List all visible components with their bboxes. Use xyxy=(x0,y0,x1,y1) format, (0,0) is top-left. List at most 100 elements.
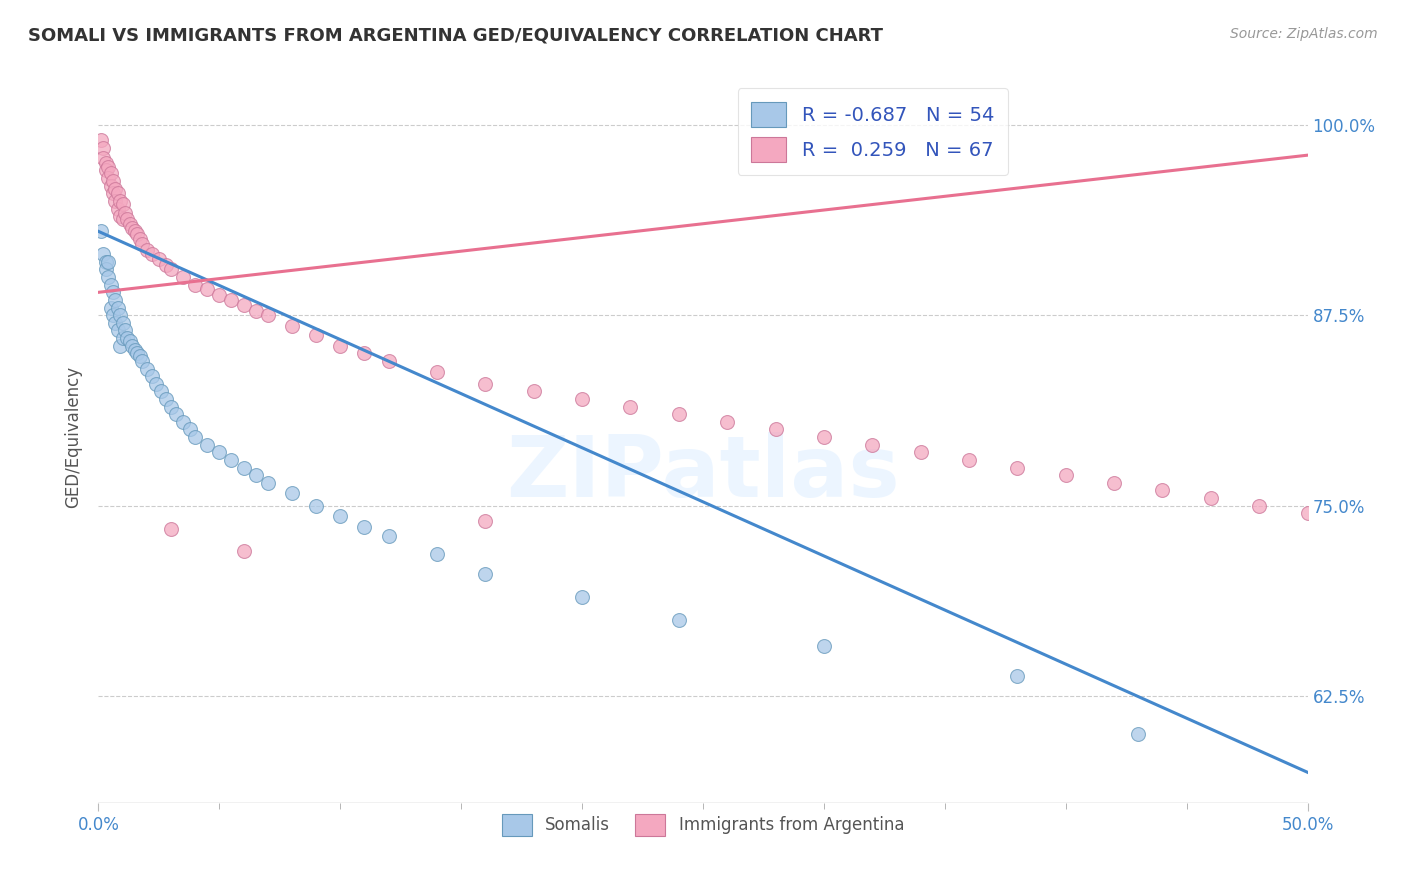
Point xyxy=(305,328,328,343)
Point xyxy=(160,400,183,414)
Point xyxy=(135,361,157,376)
Point xyxy=(141,369,163,384)
Point xyxy=(141,247,163,261)
Point xyxy=(104,293,127,307)
Point xyxy=(131,236,153,251)
Point xyxy=(256,308,278,322)
Point xyxy=(100,301,122,315)
Point xyxy=(221,293,243,307)
Y-axis label: GED/Equivalency: GED/Equivalency xyxy=(65,366,83,508)
Point xyxy=(97,255,120,269)
Point xyxy=(1054,468,1077,483)
Point xyxy=(1152,483,1174,498)
Point xyxy=(97,171,120,186)
Point xyxy=(1199,491,1222,505)
Point xyxy=(101,285,124,300)
Point xyxy=(160,262,183,277)
Point xyxy=(127,346,149,360)
Point xyxy=(90,224,112,238)
Point xyxy=(1249,499,1271,513)
Point xyxy=(94,255,117,269)
Point xyxy=(377,354,399,368)
Point xyxy=(148,252,170,266)
Point xyxy=(184,430,207,444)
Point xyxy=(108,194,131,208)
Point xyxy=(571,392,593,406)
Point xyxy=(94,155,117,169)
Point xyxy=(107,301,129,315)
Point xyxy=(668,407,690,421)
Point xyxy=(91,140,114,154)
Point xyxy=(571,590,593,604)
Point xyxy=(107,202,129,216)
Point xyxy=(195,282,218,296)
Point xyxy=(172,270,194,285)
Point xyxy=(108,338,131,352)
Point xyxy=(117,331,139,345)
Point xyxy=(426,365,449,379)
Point xyxy=(111,316,134,330)
Point xyxy=(245,303,267,318)
Point xyxy=(160,522,183,536)
Point xyxy=(1128,727,1150,741)
Point xyxy=(108,308,131,322)
Point xyxy=(716,415,738,429)
Point xyxy=(118,217,141,231)
Point xyxy=(1102,475,1125,490)
Point xyxy=(813,639,835,653)
Legend: Somalis, Immigrants from Argentina: Somalis, Immigrants from Argentina xyxy=(492,805,914,846)
Point xyxy=(426,548,449,562)
Point xyxy=(100,178,122,193)
Point xyxy=(91,151,114,165)
Point xyxy=(208,445,231,459)
Point xyxy=(97,270,120,285)
Point xyxy=(329,338,352,352)
Point xyxy=(1007,460,1029,475)
Point xyxy=(172,415,194,429)
Point xyxy=(860,438,883,452)
Point xyxy=(114,323,136,337)
Point xyxy=(281,318,304,333)
Point xyxy=(104,182,127,196)
Point xyxy=(111,331,134,345)
Point xyxy=(118,334,141,348)
Point xyxy=(117,212,139,227)
Point xyxy=(104,316,127,330)
Point xyxy=(94,262,117,277)
Point xyxy=(135,243,157,257)
Text: Source: ZipAtlas.com: Source: ZipAtlas.com xyxy=(1230,27,1378,41)
Point xyxy=(107,323,129,337)
Point xyxy=(128,349,150,363)
Point xyxy=(91,247,114,261)
Point xyxy=(121,221,143,235)
Point xyxy=(127,227,149,242)
Point xyxy=(94,163,117,178)
Point xyxy=(195,438,218,452)
Point xyxy=(155,392,177,406)
Point xyxy=(813,430,835,444)
Point xyxy=(100,166,122,180)
Point xyxy=(104,194,127,208)
Point xyxy=(1296,506,1319,520)
Point xyxy=(124,224,146,238)
Point xyxy=(765,422,787,436)
Point xyxy=(179,422,201,436)
Point xyxy=(107,186,129,201)
Point xyxy=(245,468,267,483)
Point xyxy=(124,343,146,358)
Point xyxy=(131,354,153,368)
Point xyxy=(184,277,207,292)
Point xyxy=(114,206,136,220)
Point xyxy=(111,197,134,211)
Point xyxy=(155,258,177,272)
Point xyxy=(165,407,187,421)
Point xyxy=(474,567,496,582)
Point xyxy=(523,384,546,399)
Point xyxy=(668,613,690,627)
Point xyxy=(474,376,496,391)
Point xyxy=(329,509,352,524)
Point xyxy=(97,161,120,175)
Text: SOMALI VS IMMIGRANTS FROM ARGENTINA GED/EQUIVALENCY CORRELATION CHART: SOMALI VS IMMIGRANTS FROM ARGENTINA GED/… xyxy=(28,27,883,45)
Point xyxy=(108,209,131,223)
Point xyxy=(232,297,254,311)
